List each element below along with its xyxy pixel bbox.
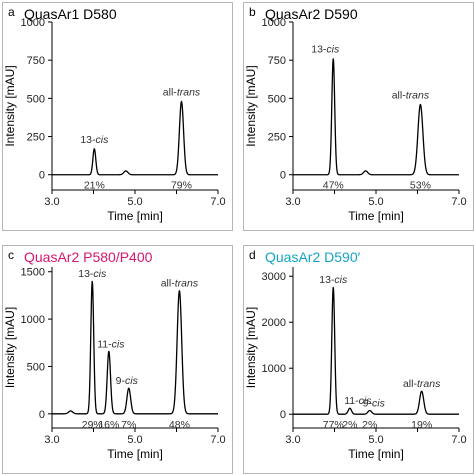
- y-tick-label: 1000: [21, 17, 45, 29]
- panel-letter: d: [249, 248, 256, 262]
- chromatogram-trace: [51, 280, 219, 415]
- panel-letter: b: [249, 5, 256, 19]
- y-axis-label: Intensity [mAU]: [3, 307, 17, 388]
- x-tick-label: 5.0: [127, 434, 142, 446]
- x-tick-label: 3.0: [44, 196, 59, 208]
- chromatogram-trace: [51, 100, 219, 176]
- y-tick-label: 250: [268, 132, 286, 144]
- peak-label: all-trans: [161, 278, 199, 290]
- x-axis-label: Time [min]: [107, 209, 163, 223]
- panel-frame: [243, 245, 474, 474]
- panel-frame: [2, 245, 233, 474]
- x-tick-label: 5.0: [368, 196, 383, 208]
- y-axis-label: Intensity [mAU]: [244, 307, 258, 388]
- x-tick-label: 3.0: [285, 196, 300, 208]
- peak-label: 11-cis: [344, 395, 372, 407]
- peak-label: 9-cis: [116, 375, 139, 387]
- y-tick-label: 250: [27, 132, 45, 144]
- panel-title: QuasAr2 D590′: [265, 249, 361, 265]
- chromatogram-trace: [292, 58, 460, 176]
- x-axis-label: Time [min]: [348, 209, 404, 223]
- x-tick-label: 3.0: [285, 434, 300, 446]
- peak-percent-label: 19%: [411, 419, 432, 431]
- panel-title: QuasAr2 P580/P400: [24, 249, 153, 265]
- y-tick-label: 500: [27, 93, 45, 105]
- peak-label: 9-cis: [363, 398, 386, 410]
- y-tick-label: 2000: [262, 317, 286, 329]
- peak-percent-label: 48%: [169, 419, 190, 431]
- x-tick-label: 7.0: [210, 434, 225, 446]
- y-axis-label: Intensity [mAU]: [244, 65, 258, 146]
- y-tick-label: 500: [268, 93, 286, 105]
- x-axis-label: Time [min]: [107, 447, 163, 461]
- x-tick-label: 7.0: [210, 196, 225, 208]
- peak-label: 13-cis: [311, 44, 340, 56]
- x-axis-label: Time [min]: [348, 447, 404, 461]
- peak-label: 13-cis: [78, 268, 107, 280]
- peak-percent-label: 53%: [410, 180, 431, 192]
- chart-panel-b: b QuasAr2 D590 0 250 500 750 1000 3.0 5.0 7.0 Time…: [243, 2, 474, 231]
- y-tick-label: 0: [280, 170, 286, 182]
- y-tick-label: 0: [280, 409, 286, 421]
- y-tick-label: 750: [27, 55, 45, 67]
- peak-percent-label: 77%: [323, 419, 344, 431]
- peak-percent-label: 47%: [323, 180, 344, 192]
- x-tick-label: 7.0: [451, 196, 466, 208]
- x-tick-label: 5.0: [368, 434, 383, 446]
- panel-frame: [243, 2, 474, 231]
- peak-label: all-trans: [403, 378, 441, 390]
- panel-title: QuasAr2 D590: [265, 6, 358, 22]
- y-tick-label: 1000: [21, 314, 45, 326]
- y-tick-label: 1500: [21, 267, 45, 279]
- peak-percent-label: 29%: [82, 419, 103, 431]
- panel-letter: a: [8, 5, 15, 19]
- y-axis-label: Intensity [mAU]: [3, 65, 17, 146]
- peak-percent-label: 79%: [171, 180, 192, 192]
- y-tick-label: 0: [39, 409, 45, 421]
- peak-percent-label: 2%: [342, 419, 357, 431]
- peak-percent-label: 21%: [84, 180, 105, 192]
- chromatogram-trace: [292, 286, 460, 415]
- chart-panel-d: d QuasAr2 D590′ 0 1000 2000 3000 3.0 5.0 7.0 Time…: [243, 245, 474, 474]
- peak-label: all-trans: [163, 86, 201, 98]
- peak-label: 13-cis: [319, 274, 348, 286]
- y-tick-label: 1000: [262, 363, 286, 375]
- x-tick-label: 5.0: [127, 196, 142, 208]
- chart-panel-a: a QuasAr1 D580 0 250 500 750 1000 3.0 5.0 7.0 Time…: [2, 2, 233, 231]
- peak-label: 11-cis: [97, 338, 125, 350]
- y-tick-label: 750: [268, 55, 286, 67]
- y-tick-label: 1000: [262, 17, 286, 29]
- y-tick-label: 0: [39, 170, 45, 182]
- peak-label: all-trans: [392, 89, 430, 101]
- peak-label: 13-cis: [80, 134, 109, 146]
- peak-percent-label: 2%: [362, 419, 377, 431]
- peak-percent-label: 16%: [98, 419, 119, 431]
- y-tick-label: 3000: [262, 271, 286, 283]
- x-tick-label: 3.0: [44, 434, 59, 446]
- chart-panel-c: c QuasAr2 P580/P400 0 500 1000 1500 3.0 5.0 7.0 T…: [2, 245, 233, 474]
- panel-title: QuasAr1 D580: [24, 6, 117, 22]
- y-tick-label: 500: [27, 361, 45, 373]
- peak-percent-label: 7%: [121, 419, 136, 431]
- panel-letter: c: [8, 248, 14, 262]
- x-tick-label: 7.0: [451, 434, 466, 446]
- panel-frame: [2, 2, 233, 231]
